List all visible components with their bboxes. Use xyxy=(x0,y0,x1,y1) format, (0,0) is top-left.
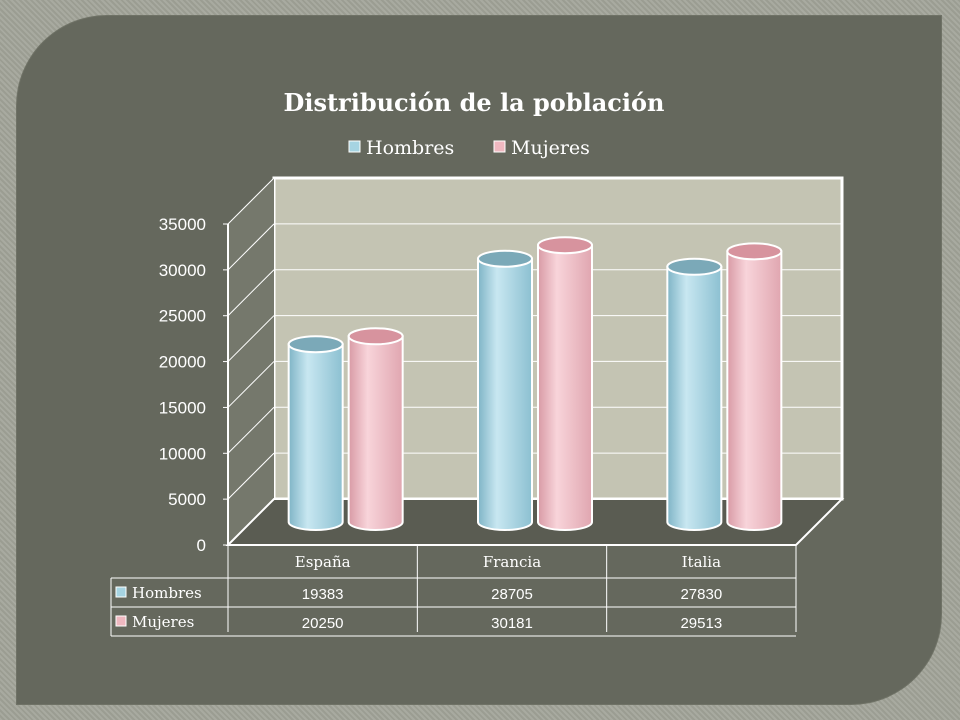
y-tick-label: 10000 xyxy=(159,444,206,463)
table-series-swatch xyxy=(115,586,127,598)
y-tick-label: 30000 xyxy=(159,261,206,280)
y-tick-label: 20000 xyxy=(159,353,206,372)
gridline-side xyxy=(227,315,275,362)
legend: Hombres Mujeres xyxy=(348,137,590,159)
bar-top xyxy=(287,335,344,354)
bar-top xyxy=(477,249,533,268)
gridline-side xyxy=(227,223,275,271)
table-value: 30181 xyxy=(491,615,533,632)
gridline-side xyxy=(227,361,275,408)
table-value: 19383 xyxy=(302,586,344,603)
gridline-side xyxy=(227,406,275,454)
bar-body xyxy=(726,250,783,531)
plot-side-wall xyxy=(228,178,274,545)
bar-hombres-1 xyxy=(477,249,533,531)
table-value: 27830 xyxy=(680,586,722,603)
gridline-side xyxy=(227,452,275,500)
y-tick-label: 25000 xyxy=(159,307,206,326)
category-label: España xyxy=(295,553,351,571)
bar-body xyxy=(537,244,593,531)
table-series-swatch xyxy=(115,615,127,627)
data-table: España Francia Italia Hombres 19383 28705 2783… xyxy=(110,545,797,637)
bar-body xyxy=(287,343,344,531)
category-label: Italia xyxy=(682,553,721,571)
table-value: 29513 xyxy=(680,615,722,632)
bar-top xyxy=(666,257,723,276)
bar-top xyxy=(537,236,593,255)
table-value: 20250 xyxy=(302,615,344,632)
bar-top xyxy=(347,327,404,346)
bars xyxy=(287,236,783,531)
bar-hombres-2 xyxy=(666,257,723,531)
gridline-side xyxy=(227,498,275,546)
chart-title: Distribución de la población xyxy=(284,88,665,117)
bar-body xyxy=(477,257,533,531)
bar-mujeres-2 xyxy=(726,242,783,531)
table-value: 28705 xyxy=(491,586,533,603)
legend-swatch-hombres xyxy=(348,140,361,153)
y-tick-label: 35000 xyxy=(159,215,206,234)
y-tick-label: 15000 xyxy=(159,398,206,417)
table-series-label: Mujeres xyxy=(132,613,194,631)
bar-mujeres-0 xyxy=(347,327,404,531)
category-label: Francia xyxy=(483,553,541,571)
table-series-label: Hombres xyxy=(132,584,202,602)
y-tick-label: 5000 xyxy=(168,490,206,509)
bar-hombres-0 xyxy=(287,335,344,531)
bar-body xyxy=(347,335,404,531)
legend-swatch-mujeres xyxy=(493,140,506,153)
y-axis: 0 5000 10000 15000 20000 25000 30000 35000 xyxy=(159,215,229,555)
legend-label-hombres: Hombres xyxy=(366,137,454,159)
y-tick-label: 0 xyxy=(197,536,206,555)
legend-label-mujeres: Mujeres xyxy=(511,137,590,159)
gridline-side xyxy=(227,177,275,225)
gridline-side xyxy=(227,269,275,317)
bar-body xyxy=(666,265,723,531)
bar-top xyxy=(726,242,783,261)
bar-mujeres-1 xyxy=(537,236,593,531)
